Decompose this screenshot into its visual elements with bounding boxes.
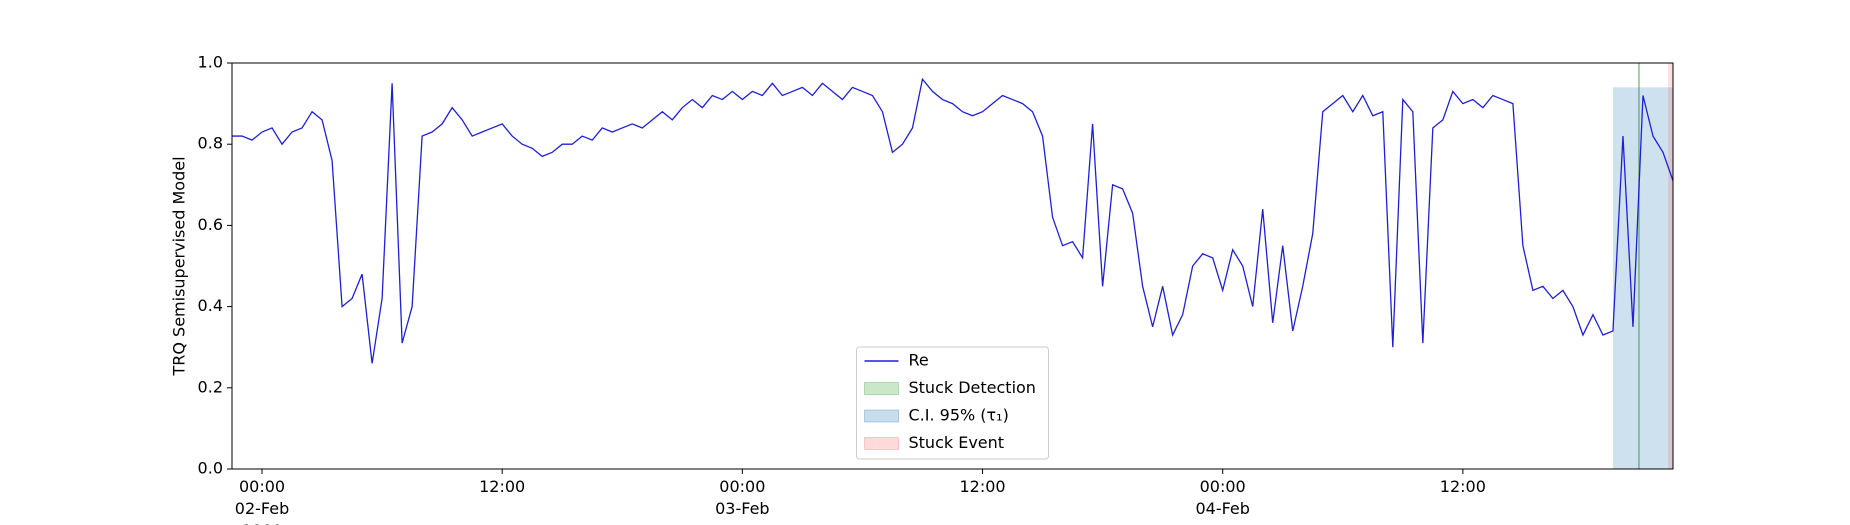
data-line — [232, 77, 1674, 364]
plot-frame — [231, 62, 1674, 470]
legend-box — [856, 346, 1049, 460]
x-tick-label: 00:00 04-Feb — [1195, 477, 1249, 518]
legend-swatch — [864, 409, 899, 423]
y-tick-label: 0.4 — [198, 296, 223, 315]
legend-swatch — [864, 437, 899, 450]
legend-label: C.I. 95% (τ₁) — [909, 406, 1009, 425]
y-tick-label: 0.0 — [198, 459, 223, 478]
y-axis-label: TRQ Semisupervised Model — [170, 156, 189, 376]
legend-swatch — [864, 382, 899, 395]
span — [1612, 87, 1673, 470]
legend-label: Stuck Event — [909, 433, 1005, 452]
y-tick-label: 0.2 — [198, 377, 223, 396]
legend-label: Stuck Detection — [909, 378, 1036, 397]
legend-label: Re — [909, 351, 929, 370]
y-tick-label: 1.0 — [198, 53, 223, 72]
y-tick-label: 0.6 — [198, 215, 223, 234]
span — [1667, 63, 1673, 469]
x-tick-label: 12:00 — [1440, 477, 1486, 496]
x-tick-label: 12:00 — [959, 477, 1005, 496]
x-tick-label: 00:00 03-Feb — [715, 477, 769, 518]
y-tick-label: 0.8 — [198, 134, 223, 153]
x-tick-label: 12:00 — [479, 477, 525, 496]
